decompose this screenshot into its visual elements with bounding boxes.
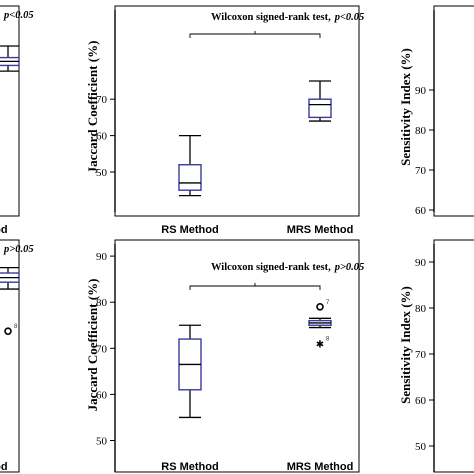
- box-plot: [308, 80, 332, 122]
- outlier-star: ✱: [316, 340, 324, 351]
- y-tick-label: 80: [96, 297, 108, 309]
- y-tick-label: 90: [415, 257, 427, 269]
- interquartile-box: [308, 98, 332, 119]
- y-tick-label: 60: [415, 395, 427, 407]
- outlier-id: 7: [326, 300, 330, 306]
- test-name: Wilcoxon signed-rank test,: [211, 262, 331, 273]
- y-axis-label: Jaccard Coefficient (%): [85, 41, 100, 174]
- x-category-label: MRS Method: [287, 461, 354, 473]
- plot-frame: [0, 5, 20, 217]
- y-axis-label: Sensitivity Index (%): [398, 286, 413, 404]
- p-value: p>0.05: [334, 262, 365, 273]
- panel-bottom-middle: 50 60 70 80 90 Jaccard Coefficient (%) RS Meth…: [85, 239, 364, 473]
- y-tick-label: 50: [415, 441, 427, 453]
- x-category-label: MRS Method: [287, 224, 354, 236]
- y-tick-label: 90: [415, 85, 427, 97]
- plot-frame: [114, 239, 360, 473]
- panel-top-left: Method p<0.05: [0, 5, 34, 236]
- significance-bracket: [189, 33, 321, 38]
- panel-bottom-right: 50 60 70 80 90 Sensitivity Index (%): [398, 239, 474, 473]
- p-value: p>0.05: [3, 244, 34, 255]
- outlier-circle: [316, 303, 324, 311]
- x-category-label: RS Method: [161, 224, 218, 236]
- x-category-label: Method: [0, 461, 8, 473]
- outlier-circle: [4, 327, 12, 335]
- panel-bottom-left: Method p>0.05 8: [0, 239, 34, 473]
- y-tick-label: 60: [96, 131, 108, 143]
- plot-frame: [433, 239, 474, 473]
- y-tick-label: 90: [96, 251, 108, 263]
- outlier-id: 8: [326, 337, 330, 343]
- significance-annotation: p<0.05: [3, 10, 34, 21]
- y-tick-label: 70: [415, 165, 427, 177]
- y-tick-label: 50: [96, 167, 108, 179]
- test-name: Wilcoxon signed-rank test,: [211, 12, 331, 23]
- significance-annotation: p>0.05: [3, 244, 34, 255]
- y-tick-label: 70: [96, 94, 108, 106]
- significance-annotation: Wilcoxon signed-rank test, p<0.05: [211, 12, 364, 23]
- x-category-label: Method: [0, 224, 8, 236]
- y-tick-label: 80: [415, 303, 427, 315]
- plot-frame: [0, 239, 20, 473]
- significance-annotation: Wilcoxon signed-rank test, p>0.05: [211, 262, 364, 273]
- y-tick-label: 60: [96, 389, 108, 401]
- y-axis-label: Sensitivity Index (%): [398, 48, 413, 166]
- box-plot: [178, 324, 202, 419]
- p-value: p<0.05: [334, 12, 365, 23]
- y-tick-label: 50: [96, 436, 108, 448]
- y-tick-label: 60: [415, 205, 427, 217]
- x-category-label: RS Method: [161, 461, 218, 473]
- interquartile-box: [178, 164, 202, 191]
- significance-bracket: [189, 285, 321, 290]
- box-plot: [0, 45, 20, 72]
- box-plot: [308, 317, 332, 329]
- y-tick-label: 70: [96, 343, 108, 355]
- y-tick-label: 70: [415, 349, 427, 361]
- y-axis-label: Jaccard Coefficient (%): [85, 279, 100, 412]
- outlier-id: 8: [14, 324, 18, 330]
- p-value: p<0.05: [3, 10, 34, 21]
- box-plot: [178, 134, 202, 197]
- plot-frame: [433, 5, 474, 217]
- box-plot: [0, 267, 20, 290]
- y-tick-label: 80: [415, 125, 427, 137]
